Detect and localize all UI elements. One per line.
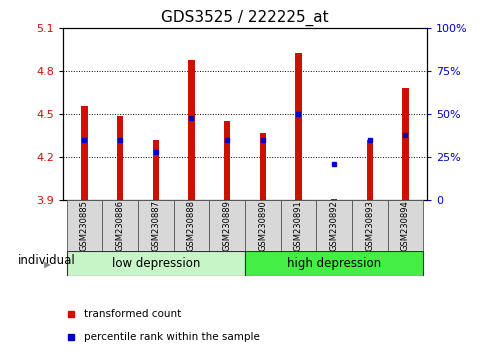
Text: GSM230890: GSM230890: [257, 200, 267, 251]
Text: GSM230887: GSM230887: [151, 200, 160, 251]
Bar: [224, 121, 230, 200]
Bar: [244, 251, 423, 276]
Bar: [66, 200, 102, 251]
Bar: [81, 105, 88, 200]
Text: percentile rank within the sample: percentile rank within the sample: [84, 332, 260, 342]
Bar: [401, 88, 408, 200]
Bar: [188, 60, 194, 200]
Bar: [137, 200, 173, 251]
Text: low depression: low depression: [111, 257, 199, 270]
Text: GSM230891: GSM230891: [293, 200, 302, 251]
Bar: [295, 53, 301, 200]
Text: high depression: high depression: [287, 257, 380, 270]
Text: GSM230894: GSM230894: [400, 200, 409, 251]
Text: GSM230892: GSM230892: [329, 200, 338, 251]
Bar: [280, 200, 316, 251]
Bar: [152, 140, 159, 200]
Bar: [366, 140, 372, 200]
Title: GDS3525 / 222225_at: GDS3525 / 222225_at: [161, 9, 328, 25]
Bar: [244, 200, 280, 251]
Bar: [209, 200, 244, 251]
Text: GSM230886: GSM230886: [115, 200, 124, 251]
Bar: [387, 200, 423, 251]
Text: GSM230885: GSM230885: [80, 200, 89, 251]
Text: individual: individual: [17, 254, 75, 267]
Bar: [316, 200, 351, 251]
Text: GSM230889: GSM230889: [222, 200, 231, 251]
Bar: [351, 200, 387, 251]
Bar: [173, 200, 209, 251]
Text: transformed count: transformed count: [84, 309, 182, 319]
Bar: [330, 199, 336, 200]
Text: GSM230888: GSM230888: [186, 200, 196, 251]
Bar: [102, 200, 137, 251]
Bar: [66, 251, 244, 276]
Bar: [259, 133, 265, 200]
Bar: [117, 116, 123, 200]
Text: GSM230893: GSM230893: [364, 200, 374, 251]
